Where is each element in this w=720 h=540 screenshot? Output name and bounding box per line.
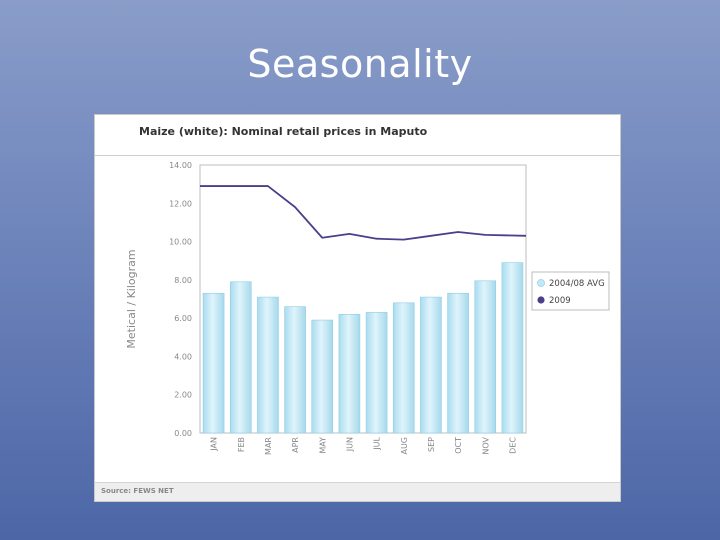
legend-label-2009: 2009 [549, 296, 571, 306]
x-tick-label: MAY [318, 437, 327, 454]
chart-footer: Source: FEWS NET [95, 482, 620, 501]
x-tick-label: SEP [427, 437, 436, 452]
y-tick-label: 6.00 [174, 314, 192, 323]
plot-frame [199, 164, 527, 434]
chart-svg: 0.00 2.00 4.00 6.00 8.00 10.00 12.00 14.00 Metic… [125, 161, 610, 455]
legend-marker-line [537, 296, 545, 304]
x-tick-label: APR [291, 437, 300, 453]
x-tick-label: JAN [210, 437, 219, 452]
bar-may [311, 319, 334, 434]
chart-title: Maize (white): Nominal retail prices in … [139, 125, 428, 138]
y-tick-label: 14.00 [169, 161, 192, 170]
source-note: Source: FEWS NET [101, 487, 174, 495]
bar-mar [257, 296, 279, 434]
y-tick-label: 8.00 [174, 276, 192, 285]
bar-apr [284, 306, 306, 434]
bar-feb [229, 281, 252, 434]
bar-sep [420, 296, 442, 434]
x-tick-label: OCT [454, 437, 463, 454]
bar-dec [501, 262, 524, 434]
x-tick-label: MAR [264, 437, 273, 455]
legend-marker-bar [537, 279, 545, 287]
x-tick-label: JUL [373, 436, 382, 450]
y-tick-label: 4.00 [174, 352, 192, 361]
chart-header: Maize (white): Nominal retail prices in … [95, 115, 620, 156]
series-line-2009 [200, 185, 527, 241]
x-tick-label: AUG [400, 437, 409, 455]
y-tick-label: 2.00 [174, 391, 192, 400]
y-tick-label: 0.00 [174, 429, 192, 438]
bar-oct [447, 292, 469, 434]
x-tick-label: FEB [237, 437, 246, 452]
x-tick-label: NOV [481, 436, 490, 454]
x-tick-label: JUN [345, 437, 354, 452]
y-tick-label: 12.00 [169, 199, 192, 208]
legend-box [531, 271, 610, 311]
bar-jan [202, 292, 225, 434]
legend-label-avg: 2004/08 AVG [549, 279, 605, 289]
bar-aug [392, 302, 415, 434]
chart-panel: Maize (white): Nominal retail prices in … [94, 114, 621, 502]
bar-nov [474, 280, 497, 434]
x-tick-label: DEC [508, 437, 517, 454]
bar-jun [338, 314, 361, 434]
slide-title: Seasonality [247, 42, 473, 86]
bar-jul [365, 312, 388, 434]
y-axis-label: Metical / Kilogram [125, 249, 138, 348]
y-tick-label: 10.00 [169, 238, 192, 247]
